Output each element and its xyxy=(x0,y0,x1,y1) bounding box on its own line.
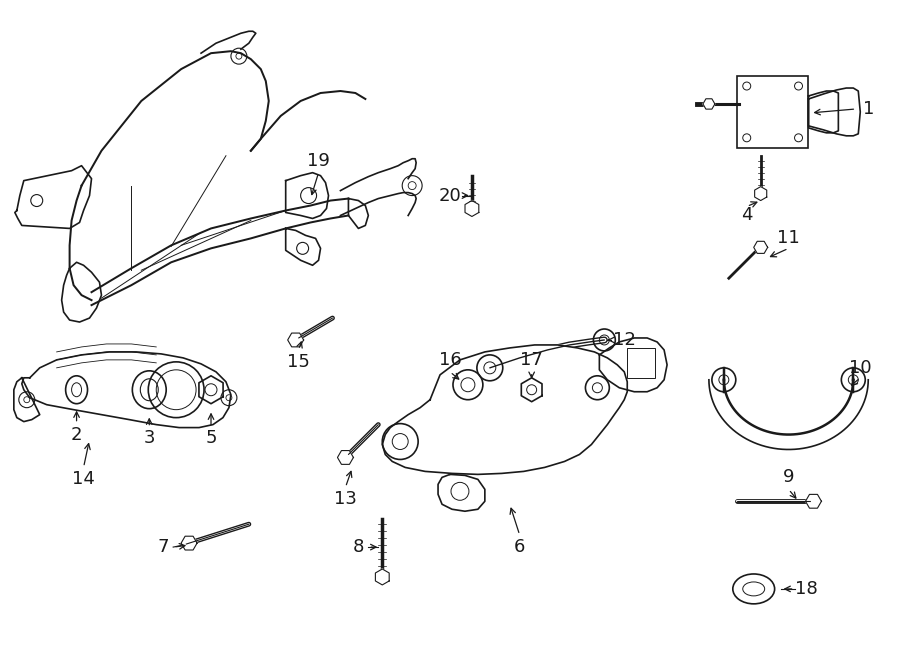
Polygon shape xyxy=(14,378,40,422)
Text: 14: 14 xyxy=(72,471,95,488)
Bar xyxy=(737,76,808,148)
Polygon shape xyxy=(808,91,839,133)
Polygon shape xyxy=(61,262,102,322)
Polygon shape xyxy=(285,229,320,265)
Ellipse shape xyxy=(132,371,166,408)
Polygon shape xyxy=(181,536,197,550)
Polygon shape xyxy=(338,451,354,465)
Polygon shape xyxy=(703,98,715,109)
Bar xyxy=(737,76,808,148)
Polygon shape xyxy=(285,173,328,219)
Text: 18: 18 xyxy=(795,580,818,598)
Text: 4: 4 xyxy=(741,206,752,225)
Polygon shape xyxy=(438,475,485,511)
Text: 13: 13 xyxy=(334,490,357,508)
Polygon shape xyxy=(375,569,389,585)
Text: 19: 19 xyxy=(307,152,330,170)
Polygon shape xyxy=(465,200,479,217)
Text: 9: 9 xyxy=(783,469,795,486)
Text: 8: 8 xyxy=(353,538,364,556)
Text: 3: 3 xyxy=(143,428,155,447)
Text: 16: 16 xyxy=(438,351,462,369)
Text: 20: 20 xyxy=(438,186,462,204)
Polygon shape xyxy=(599,338,667,392)
Polygon shape xyxy=(806,494,822,508)
Text: 1: 1 xyxy=(862,100,874,118)
Text: 12: 12 xyxy=(613,331,635,349)
Polygon shape xyxy=(14,166,92,229)
Ellipse shape xyxy=(66,376,87,404)
Ellipse shape xyxy=(453,370,483,400)
Polygon shape xyxy=(753,241,768,253)
Text: 17: 17 xyxy=(520,351,543,369)
Polygon shape xyxy=(808,88,860,136)
Text: 7: 7 xyxy=(158,538,169,556)
Polygon shape xyxy=(382,345,627,475)
Polygon shape xyxy=(22,352,231,428)
Ellipse shape xyxy=(733,574,775,604)
Polygon shape xyxy=(288,333,303,347)
Text: 10: 10 xyxy=(849,359,871,377)
Polygon shape xyxy=(521,378,542,402)
Polygon shape xyxy=(755,186,767,200)
Text: 2: 2 xyxy=(71,426,82,444)
Polygon shape xyxy=(199,376,223,404)
Text: 15: 15 xyxy=(287,353,310,371)
Text: 5: 5 xyxy=(205,428,217,447)
Text: 6: 6 xyxy=(514,538,526,556)
Text: 11: 11 xyxy=(778,229,800,247)
Bar xyxy=(627,348,655,378)
